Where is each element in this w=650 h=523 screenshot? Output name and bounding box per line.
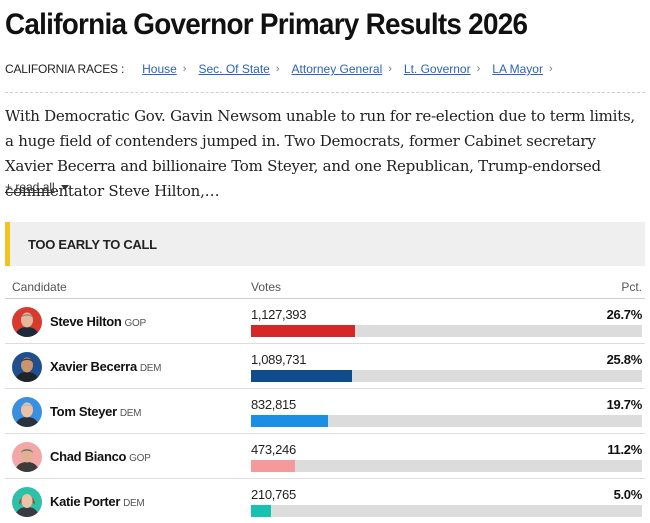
page-title: California Governor Primary Results 2026 — [5, 8, 528, 41]
vote-pct: 19.7% — [606, 397, 643, 412]
steve-hilton-avatar — [12, 307, 42, 337]
chad-bianco-avatar — [12, 442, 42, 472]
candidate-name-text: Chad Bianco — [50, 449, 127, 464]
chevron-right-icon: › — [476, 63, 481, 75]
table-row: Steve Hilton GOP 1,127,393 26.7% — [5, 298, 645, 343]
header-candidate: Candidate — [12, 280, 67, 294]
race-link-attorney-general[interactable]: Attorney General — [291, 62, 383, 76]
party-label: DEM — [123, 498, 145, 509]
vote-bar-track — [251, 370, 642, 382]
table-row: Tom Steyer DEM 832,815 19.7% — [5, 388, 645, 433]
vote-count: 1,089,731 — [251, 352, 307, 367]
candidate-name: Katie Porter DEM — [50, 494, 145, 509]
candidate-name: Steve Hilton GOP — [50, 314, 146, 329]
vote-bar-track — [251, 505, 642, 517]
vote-pct: 5.0% — [613, 487, 643, 502]
caret-down-icon — [60, 184, 69, 190]
chevron-right-icon: › — [388, 63, 392, 75]
results-table-header: Candidate Votes Pct. — [5, 280, 645, 298]
race-link-lt-governor[interactable]: Lt. Governor — [403, 62, 471, 76]
candidate-name: Tom Steyer DEM — [50, 404, 141, 419]
status-accent-bar — [5, 222, 10, 266]
tom-steyer-avatar — [12, 397, 42, 427]
candidate-name: Chad Bianco GOP — [50, 449, 151, 464]
vote-count: 832,815 — [251, 397, 296, 412]
california-races-nav: CALIFORNIA RACES : House › Sec. Of State… — [5, 62, 645, 76]
vote-pct: 25.8% — [606, 352, 643, 367]
vote-bar-fill — [251, 505, 271, 517]
table-row: Katie Porter DEM 210,765 5.0% — [5, 478, 645, 523]
table-row: Xavier Becerra DEM 1,089,731 25.8% — [5, 343, 645, 388]
vote-bar-fill — [251, 370, 352, 382]
party-label: GOP — [124, 318, 147, 329]
race-status-banner: TOO EARLY TO CALL — [5, 222, 645, 266]
read-all-label: + read all — [5, 180, 55, 194]
dashed-divider — [5, 92, 645, 93]
race-link-house[interactable]: House — [142, 62, 177, 76]
vote-bar-fill — [251, 325, 356, 337]
chevron-right-icon: › — [275, 63, 280, 75]
candidate-name-text: Xavier Becerra — [50, 359, 137, 374]
vote-bar-fill — [251, 415, 329, 427]
party-label: GOP — [129, 453, 151, 464]
header-pct: Pct. — [621, 280, 642, 294]
party-label: DEM — [139, 363, 162, 374]
header-votes: Votes — [251, 280, 282, 294]
chevron-right-icon: › — [548, 63, 553, 75]
vote-count: 210,765 — [251, 487, 296, 502]
xavier-becerra-avatar — [12, 352, 42, 382]
party-label: DEM — [119, 408, 142, 419]
table-row: Chad Bianco GOP 473,246 11.2% — [5, 433, 645, 478]
race-summary: With Democratic Gov. Gavin Newsom unable… — [5, 107, 635, 200]
race-link-la-mayor[interactable]: LA Mayor — [492, 62, 543, 76]
race-link-sec-of-state[interactable]: Sec. Of State — [198, 62, 270, 76]
vote-bar-fill — [251, 460, 295, 472]
vote-bar-track — [251, 460, 642, 472]
vote-pct: 11.2% — [607, 442, 642, 457]
results-table: Steve Hilton GOP 1,127,393 26.7% Xavier B… — [5, 298, 645, 523]
candidate-name-text: Katie Porter — [50, 494, 121, 509]
candidate-name-text: Steve Hilton — [50, 314, 122, 329]
candidate-name-text: Tom Steyer — [50, 404, 117, 419]
races-label: CALIFORNIA RACES : — [5, 62, 125, 76]
read-all-toggle[interactable]: + read all — [5, 180, 69, 194]
status-label: TOO EARLY TO CALL — [28, 236, 157, 252]
vote-pct: 26.7% — [606, 307, 643, 322]
katie-porter-avatar — [12, 487, 42, 517]
candidate-name: Xavier Becerra DEM — [50, 359, 162, 374]
vote-count: 473,246 — [251, 442, 296, 457]
vote-bar-track — [251, 415, 642, 427]
vote-count: 1,127,393 — [251, 307, 307, 322]
vote-bar-track — [251, 325, 642, 337]
chevron-right-icon: › — [182, 63, 187, 75]
